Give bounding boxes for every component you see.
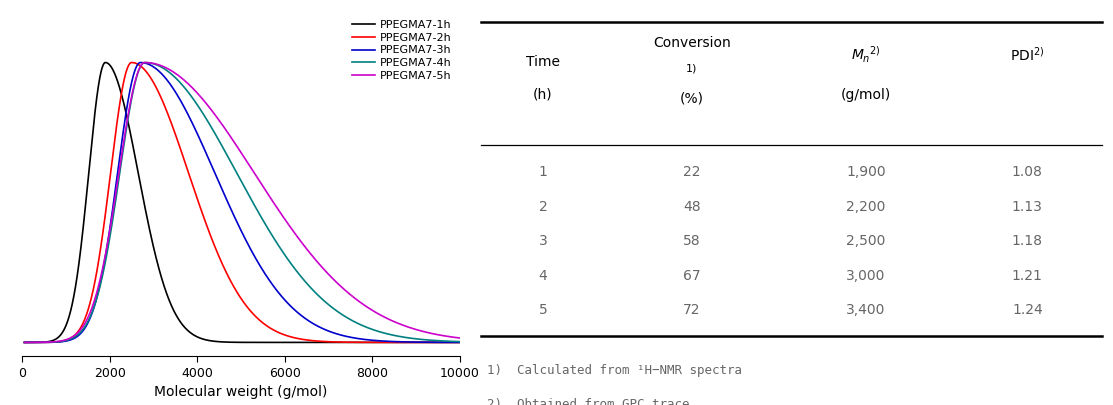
Text: 3,400: 3,400 xyxy=(846,303,886,317)
Text: (g/mol): (g/mol) xyxy=(840,88,892,102)
PPEGMA7-4h xyxy=(138,60,151,65)
Text: (h): (h) xyxy=(533,88,553,102)
PPEGMA7-3h xyxy=(134,60,147,65)
Text: 5: 5 xyxy=(539,303,548,317)
PPEGMA7-5h xyxy=(18,340,31,345)
PPEGMA7-3h xyxy=(471,340,484,345)
Text: 2,500: 2,500 xyxy=(846,234,886,248)
Text: 4: 4 xyxy=(539,269,548,283)
PPEGMA7-2h xyxy=(223,276,236,281)
PPEGMA7-2h xyxy=(124,60,137,65)
PPEGMA7-2h xyxy=(190,195,204,200)
Line: PPEGMA7-1h: PPEGMA7-1h xyxy=(24,62,482,342)
PPEGMA7-2h xyxy=(471,340,484,345)
PPEGMA7-5h xyxy=(223,132,236,137)
PPEGMA7-2h xyxy=(475,340,489,345)
PPEGMA7-1h xyxy=(18,340,31,345)
Text: 67: 67 xyxy=(683,269,701,283)
Text: 1.21: 1.21 xyxy=(1012,269,1043,283)
Text: 2: 2 xyxy=(539,200,548,214)
Line: PPEGMA7-5h: PPEGMA7-5h xyxy=(24,62,482,342)
PPEGMA7-4h xyxy=(475,340,489,345)
PPEGMA7-5h xyxy=(124,99,137,104)
PPEGMA7-1h xyxy=(223,340,236,345)
Text: 72: 72 xyxy=(683,303,701,317)
Text: (%): (%) xyxy=(680,91,703,105)
PPEGMA7-1h xyxy=(99,60,112,65)
PPEGMA7-1h xyxy=(471,340,484,345)
PPEGMA7-3h xyxy=(475,340,489,345)
Text: 48: 48 xyxy=(683,200,701,214)
PPEGMA7-5h xyxy=(129,78,142,83)
PPEGMA7-2h xyxy=(18,340,31,345)
PPEGMA7-1h xyxy=(124,132,137,137)
Text: 58: 58 xyxy=(683,234,701,248)
PPEGMA7-4h xyxy=(223,157,236,162)
PPEGMA7-4h xyxy=(18,340,31,345)
Text: $M_n$$^{2)}$: $M_n$$^{2)}$ xyxy=(851,45,880,65)
PPEGMA7-2h xyxy=(129,61,142,66)
PPEGMA7-2h xyxy=(125,60,138,65)
Line: PPEGMA7-4h: PPEGMA7-4h xyxy=(24,62,482,342)
PPEGMA7-4h xyxy=(124,102,137,107)
Text: 3,000: 3,000 xyxy=(846,269,886,283)
Text: 2,200: 2,200 xyxy=(846,200,886,214)
Text: Time: Time xyxy=(526,55,560,69)
PPEGMA7-3h xyxy=(18,340,31,345)
PPEGMA7-3h xyxy=(129,67,142,72)
PPEGMA7-5h xyxy=(138,60,151,65)
PPEGMA7-4h xyxy=(129,79,142,84)
Text: 1): 1) xyxy=(687,64,698,74)
PPEGMA7-1h xyxy=(475,340,489,345)
Text: 1)  Calculated from ¹H−NMR spectra: 1) Calculated from ¹H−NMR spectra xyxy=(487,364,742,377)
PPEGMA7-3h xyxy=(124,85,137,90)
Text: 1.08: 1.08 xyxy=(1012,165,1043,179)
PPEGMA7-5h xyxy=(127,87,140,92)
PPEGMA7-2h xyxy=(127,60,140,65)
PPEGMA7-1h xyxy=(127,144,140,149)
X-axis label: Molecular weight (g/mol): Molecular weight (g/mol) xyxy=(155,386,327,399)
Text: 1: 1 xyxy=(539,165,548,179)
Legend: PPEGMA7-1h, PPEGMA7-2h, PPEGMA7-3h, PPEGMA7-4h, PPEGMA7-5h: PPEGMA7-1h, PPEGMA7-2h, PPEGMA7-3h, PPEG… xyxy=(351,18,454,83)
PPEGMA7-5h xyxy=(475,337,489,342)
Text: 1.13: 1.13 xyxy=(1012,200,1043,214)
Text: PDI$^{2)}$: PDI$^{2)}$ xyxy=(1011,46,1044,64)
Text: 1.18: 1.18 xyxy=(1012,234,1043,248)
Text: 1.24: 1.24 xyxy=(1012,303,1043,317)
PPEGMA7-1h xyxy=(190,334,204,339)
Line: PPEGMA7-3h: PPEGMA7-3h xyxy=(24,62,482,342)
Text: 22: 22 xyxy=(683,165,701,179)
PPEGMA7-4h xyxy=(127,90,140,94)
PPEGMA7-3h xyxy=(223,203,236,208)
PPEGMA7-4h xyxy=(471,339,484,344)
PPEGMA7-5h xyxy=(190,90,204,95)
PPEGMA7-3h xyxy=(190,130,204,135)
PPEGMA7-5h xyxy=(471,337,484,342)
PPEGMA7-3h xyxy=(127,74,140,79)
PPEGMA7-4h xyxy=(190,102,204,107)
Line: PPEGMA7-2h: PPEGMA7-2h xyxy=(24,62,482,342)
Text: Conversion: Conversion xyxy=(653,36,731,50)
PPEGMA7-1h xyxy=(129,156,142,161)
Text: 2)  Obtained from GPC trace: 2) Obtained from GPC trace xyxy=(487,398,690,405)
Text: 1,900: 1,900 xyxy=(846,165,886,179)
Text: 3: 3 xyxy=(539,234,548,248)
